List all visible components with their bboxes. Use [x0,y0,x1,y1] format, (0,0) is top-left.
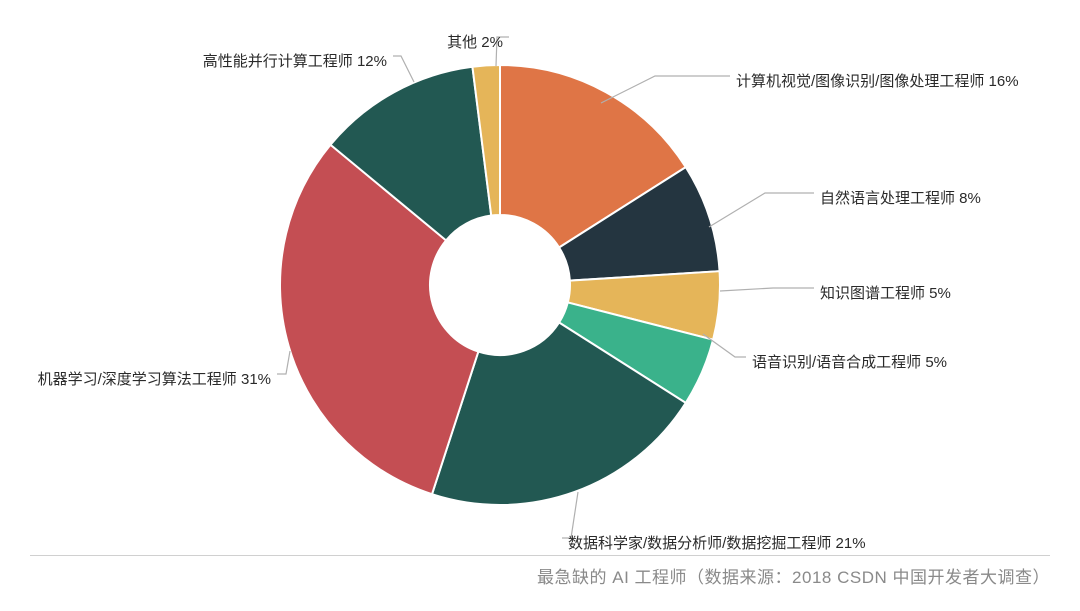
slice-label-hpc: 高性能并行计算工程师 12% [203,50,387,71]
slice-label-kg: 知识图谱工程师 5% [820,282,951,303]
leader-kg [720,288,814,291]
slice-label-ml: 机器学习/深度学习算法工程师 31% [38,368,271,389]
leader-ml [277,351,290,374]
leader-hpc [393,56,414,82]
chart-container: 计算机视觉/图像识别/图像处理工程师 16% 自然语言处理工程师 8% 知识图谱工程… [0,20,1080,560]
chart-caption: 最急缺的 AI 工程师（数据来源：2018 CSDN 中国开发者大调查） [537,563,1050,588]
slice-label-other: 其他 2% [447,31,503,52]
caption-divider [30,555,1050,556]
leader-cv [601,76,730,103]
slice-label-nlp: 自然语言处理工程师 8% [820,187,981,208]
slice-label-cv: 计算机视觉/图像识别/图像处理工程师 16% [736,70,1019,91]
leader-nlp [709,193,814,227]
slice-label-data: 数据科学家/数据分析师/数据挖掘工程师 21% [568,532,866,553]
slice-label-asr: 语音识别/语音合成工程师 5% [752,351,947,372]
